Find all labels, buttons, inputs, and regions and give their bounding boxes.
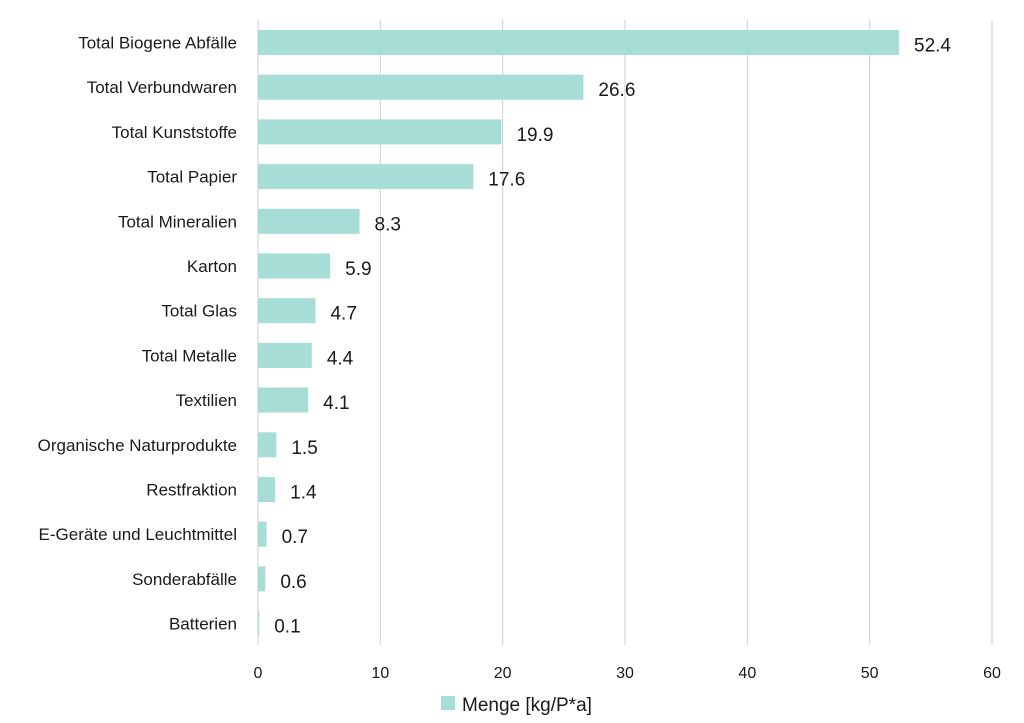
category-label: Textilien (176, 391, 237, 410)
bar (258, 342, 312, 368)
data-label: 8.3 (375, 214, 401, 235)
category-label: Karton (187, 257, 237, 276)
category-label: Total Papier (147, 168, 237, 187)
data-label: 26.6 (598, 80, 635, 101)
category-label: Total Glas (161, 302, 237, 321)
x-tick-label: 30 (616, 665, 634, 682)
category-label: Total Kunststoffe (112, 123, 237, 142)
data-label: 52.4 (914, 36, 951, 57)
data-label: 4.1 (323, 393, 349, 414)
bars (258, 30, 900, 637)
value-labels: 52.4 26.6 19.9 17.6 8.3 5.9 4.7 4.4 4.1 1.5 1.4 0.7… (274, 36, 951, 638)
category-label: Sonderabfälle (132, 570, 237, 589)
x-tick-label: 50 (861, 665, 879, 682)
data-label: 4.4 (327, 348, 354, 369)
bar (258, 521, 267, 547)
data-label: 1.4 (290, 483, 317, 504)
data-label: 17.6 (488, 170, 525, 191)
bar (258, 611, 260, 637)
category-label: Total Mineralien (118, 212, 237, 231)
data-label: 0.1 (274, 617, 300, 638)
category-label: Total Verbundwaren (87, 78, 237, 97)
legend-swatch (441, 696, 455, 710)
bar (258, 208, 360, 234)
bar (258, 164, 474, 190)
bar (258, 298, 316, 324)
data-label: 4.7 (330, 304, 356, 325)
gridlines (257, 20, 993, 645)
x-tick-label: 20 (494, 665, 512, 682)
x-tick-label: 10 (371, 665, 389, 682)
bar (258, 566, 266, 592)
bar (258, 119, 502, 145)
data-label: 0.7 (282, 527, 308, 548)
bar (258, 387, 309, 413)
category-label: Restfraktion (146, 481, 237, 500)
category-label: Organische Naturprodukte (38, 436, 237, 455)
category-label: Total Metalle (142, 346, 237, 365)
legend-label: Menge [kg/P*a] (462, 695, 592, 716)
category-label: Total Biogene Abfälle (78, 34, 237, 53)
x-tick-label: 40 (738, 665, 756, 682)
category-label: Batterien (169, 615, 237, 634)
category-label: E-Geräte und Leuchtmittel (39, 525, 237, 544)
bar (258, 30, 900, 55)
bar (258, 477, 276, 502)
bar (258, 432, 277, 458)
x-axis-tick-labels: 0 10 20 30 40 50 60 (254, 665, 1001, 682)
x-tick-label: 0 (254, 665, 263, 682)
x-tick-label: 60 (983, 665, 1001, 682)
data-label: 0.6 (280, 572, 306, 593)
bar (258, 253, 331, 279)
legend: Menge [kg/P*a] (441, 695, 592, 716)
category-labels: Total Biogene Abfälle Total Verbundwaren T… (38, 34, 238, 634)
data-label: 1.5 (291, 438, 317, 459)
bar (258, 74, 584, 100)
data-label: 19.9 (516, 125, 553, 146)
data-label: 5.9 (345, 259, 371, 280)
